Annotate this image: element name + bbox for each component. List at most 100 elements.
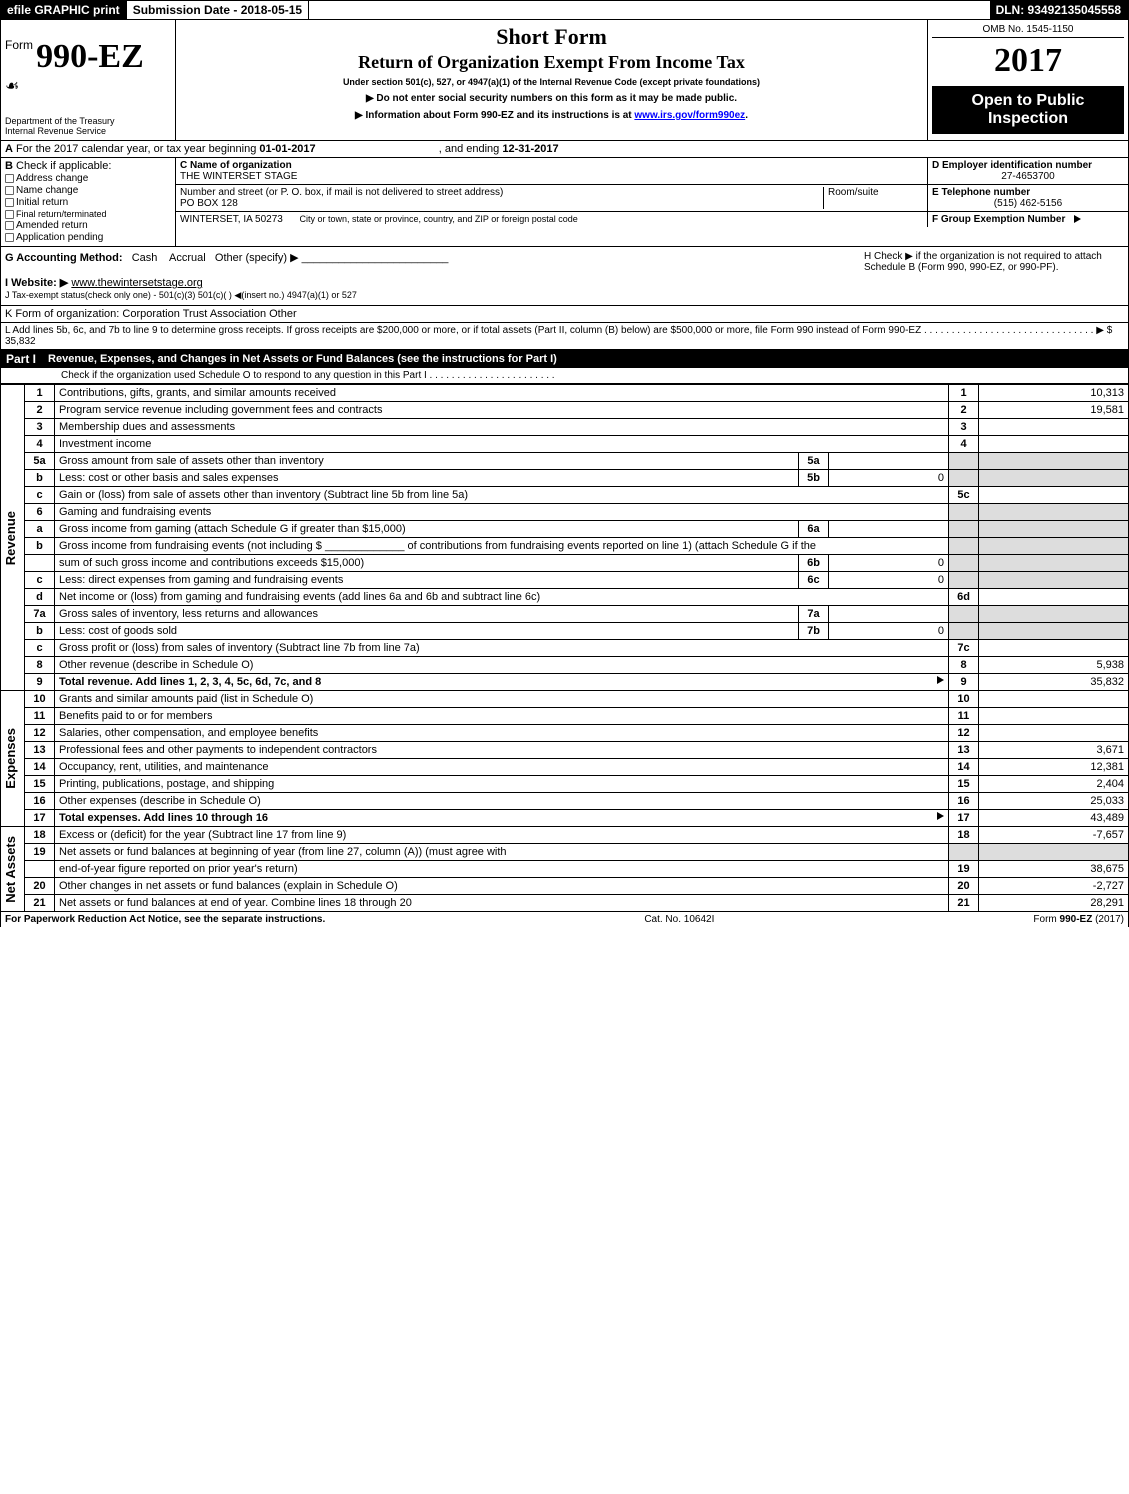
amount: 10,313	[979, 385, 1129, 402]
short-form-label: Short Form	[180, 24, 923, 50]
shaded-cell	[949, 521, 979, 538]
column-cde: C Name of organization THE WINTERSET STA…	[176, 158, 1128, 246]
checkbox-amended-return[interactable]	[5, 221, 14, 230]
line-description: Professional fees and other payments to …	[55, 742, 949, 759]
line-l: L Add lines 5b, 6c, and 7b to line 9 to …	[0, 323, 1129, 350]
checkbox-name-change[interactable]	[5, 186, 14, 195]
table-row: bLess: cost or other basis and sales exp…	[1, 470, 1129, 487]
table-row: bGross income from fundraising events (n…	[1, 538, 1129, 555]
sub-line-number: 7b	[799, 623, 829, 640]
line-description: Gross sales of inventory, less returns a…	[55, 606, 799, 623]
shaded-cell	[949, 844, 979, 861]
line-description: Less: cost or other basis and sales expe…	[55, 470, 799, 487]
arrow-icon	[937, 676, 944, 684]
addr-value: PO BOX 128	[180, 198, 238, 209]
amount	[979, 419, 1129, 436]
omb-number: OMB No. 1545-1150	[932, 24, 1124, 38]
other-label: Other (specify) ▶	[215, 252, 299, 264]
shaded-cell	[949, 555, 979, 572]
part-1-table: Revenue1Contributions, gifts, grants, an…	[0, 384, 1129, 912]
line-description: Contributions, gifts, grants, and simila…	[55, 385, 949, 402]
amount: 12,381	[979, 759, 1129, 776]
shaded-cell	[949, 470, 979, 487]
checkbox-application-pending[interactable]	[5, 233, 14, 242]
info-post: .	[745, 110, 748, 121]
bcdef-block: B Check if applicable: Address change Na…	[0, 158, 1129, 247]
checkbox-address-change[interactable]	[5, 174, 14, 183]
checkbox-initial-return[interactable]	[5, 198, 14, 207]
cell-city: WINTERSET, IA 50273 City or town, state …	[176, 212, 928, 227]
sub-amount	[829, 453, 949, 470]
line-number: 5a	[25, 453, 55, 470]
header-right: OMB No. 1545-1150 2017 Open to Public In…	[928, 20, 1128, 140]
line-l-amount: 35,832	[5, 336, 36, 347]
shaded-cell	[979, 470, 1129, 487]
shaded-cell	[949, 623, 979, 640]
sub-amount: 0	[829, 470, 949, 487]
line-number: 20	[25, 878, 55, 895]
line-number	[25, 555, 55, 572]
line-number: c	[25, 487, 55, 504]
dept-treasury: Department of the Treasury	[5, 116, 171, 126]
right-line-number: 20	[949, 878, 979, 895]
cb-label-0: Address change	[16, 173, 88, 184]
right-line-number: 15	[949, 776, 979, 793]
line-number: 4	[25, 436, 55, 453]
arrow-icon	[937, 812, 944, 820]
amount	[979, 725, 1129, 742]
right-line-number: 11	[949, 708, 979, 725]
right-line-number: 4	[949, 436, 979, 453]
line-a-mid: , and ending	[439, 143, 503, 155]
right-line-number: 3	[949, 419, 979, 436]
line-a-end: 12-31-2017	[502, 143, 558, 155]
right-line-number: 12	[949, 725, 979, 742]
table-row: 13Professional fees and other payments t…	[1, 742, 1129, 759]
line-l-text: L Add lines 5b, 6c, and 7b to line 9 to …	[5, 325, 1112, 336]
cell-f: F Group Exemption Number	[928, 212, 1128, 227]
line-description: Net income or (loss) from gaming and fun…	[55, 589, 949, 606]
accrual-label: Accrual	[169, 252, 206, 264]
recycle-icon: ☙	[5, 76, 171, 96]
shaded-cell	[949, 572, 979, 589]
footer-form: Form 990-EZ (2017)	[1033, 914, 1124, 925]
line-number: 12	[25, 725, 55, 742]
shaded-cell	[979, 623, 1129, 640]
irs-link[interactable]: www.irs.gov/form990ez	[634, 110, 745, 121]
table-row: 5aGross amount from sale of assets other…	[1, 453, 1129, 470]
info-pre: ▶ Information about Form 990-EZ and its …	[355, 110, 634, 121]
cell-d: D Employer identification number 27-4653…	[928, 158, 1128, 184]
line-description: Other expenses (describe in Schedule O)	[55, 793, 949, 810]
amount	[979, 640, 1129, 657]
line-number: 14	[25, 759, 55, 776]
cell-e: E Telephone number (515) 462-5156	[928, 185, 1128, 211]
line-number: 16	[25, 793, 55, 810]
line-number: 10	[25, 691, 55, 708]
table-row: 8Other revenue (describe in Schedule O)8…	[1, 657, 1129, 674]
table-row: Expenses10Grants and similar amounts pai…	[1, 691, 1129, 708]
table-row: Net Assets18Excess or (deficit) for the …	[1, 827, 1129, 844]
line-description: Gross amount from sale of assets other t…	[55, 453, 799, 470]
right-line-number: 17	[949, 810, 979, 827]
efile-print-label: efile GRAPHIC print	[1, 1, 127, 19]
right-line-number: 5c	[949, 487, 979, 504]
sub-amount: 0	[829, 623, 949, 640]
shaded-cell	[949, 453, 979, 470]
right-line-number: 13	[949, 742, 979, 759]
page-footer: For Paperwork Reduction Act Notice, see …	[0, 912, 1129, 927]
line-i-label: I Website: ▶	[5, 277, 68, 289]
city-value: WINTERSET, IA 50273	[180, 214, 283, 225]
check-if-applicable: Check if applicable:	[16, 160, 111, 172]
website-value[interactable]: www.thewintersetstage.org	[71, 277, 202, 289]
amount	[979, 487, 1129, 504]
line-number	[25, 861, 55, 878]
checkbox-final-return[interactable]	[5, 210, 14, 219]
shaded-cell	[979, 453, 1129, 470]
table-row: Revenue1Contributions, gifts, grants, an…	[1, 385, 1129, 402]
line-j: J Tax-exempt status(check only one) - 50…	[5, 290, 357, 300]
amount: 3,671	[979, 742, 1129, 759]
line-g-label: G Accounting Method:	[5, 252, 123, 264]
line-number: c	[25, 572, 55, 589]
org-name: THE WINTERSET STAGE	[180, 171, 297, 182]
line-number: 11	[25, 708, 55, 725]
shaded-cell	[979, 606, 1129, 623]
